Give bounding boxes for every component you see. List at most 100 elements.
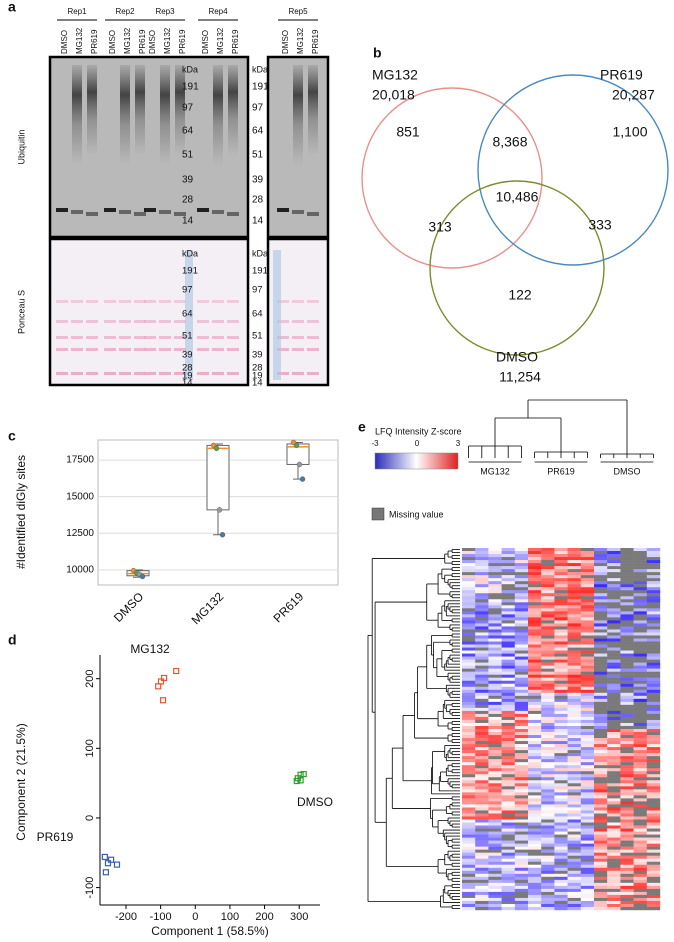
heatmap-cell <box>580 563 595 567</box>
heatmap-cell <box>594 713 608 718</box>
point <box>107 856 115 863</box>
heatmap-cell <box>514 569 529 573</box>
heatmap-cell <box>514 801 529 805</box>
heatmap-cell <box>646 777 661 781</box>
heatmap-cell <box>488 894 502 899</box>
ponceau-band <box>56 300 68 303</box>
heatmap-cell <box>607 551 621 555</box>
heatmap-cell <box>462 590 476 594</box>
heatmap-cell <box>528 635 542 639</box>
heatmap-cell <box>541 701 555 706</box>
heatmap-cell <box>607 704 621 709</box>
heatmap-cell <box>567 837 581 841</box>
heatmap-cell <box>594 786 608 790</box>
heatmap-cell <box>514 735 529 739</box>
heatmap-cell <box>528 581 542 585</box>
heatmap-cell <box>541 581 555 585</box>
lane-band <box>174 212 186 216</box>
heatmap-cell <box>607 888 621 893</box>
heatmap-cell <box>620 855 634 859</box>
heatmap-cell <box>646 686 661 690</box>
heatmap-cell <box>633 816 647 820</box>
heatmap-cell <box>528 596 542 600</box>
heatmap-cell <box>541 798 555 802</box>
heatmap-cell <box>567 698 581 703</box>
heatmap-cell <box>541 671 555 675</box>
heatmap-cell <box>580 828 595 832</box>
heatmap-cell <box>475 575 489 579</box>
heatmap-cell <box>488 629 502 633</box>
heatmap-cell <box>646 825 661 829</box>
heatmap-cell <box>580 662 595 666</box>
heatmap-cell <box>541 780 555 784</box>
heatmap-cell <box>501 834 515 838</box>
heatmap-cell <box>501 680 515 684</box>
heatmap-cell <box>514 849 529 853</box>
heatmap-cell <box>554 873 568 878</box>
heatmap-cell <box>514 638 529 642</box>
heatmap-cell <box>580 620 595 624</box>
heatmap-cell <box>607 774 621 778</box>
point <box>173 667 180 675</box>
lane-band <box>197 208 209 212</box>
heatmap-cell <box>514 747 529 751</box>
heatmap-cell <box>501 762 515 766</box>
set-name: MG132 <box>372 67 418 83</box>
heatmap-cell <box>462 599 476 603</box>
heatmap-cell <box>541 674 555 678</box>
heatmap-cell <box>501 753 515 757</box>
heatmap-cell <box>488 846 502 850</box>
heatmap-cell <box>528 735 542 739</box>
heatmap-cell <box>514 744 529 748</box>
heatmap-cell <box>488 572 502 576</box>
lane-smear <box>293 65 303 165</box>
heatmap-cell <box>633 695 647 700</box>
heatmap-cell <box>501 828 515 832</box>
ponceau-band <box>56 320 68 323</box>
heatmap-cell <box>475 689 489 693</box>
heatmap-cell <box>554 719 568 724</box>
heatmap-cell <box>541 659 555 663</box>
heatmap-cell <box>528 674 542 678</box>
ponceau-band <box>71 372 83 375</box>
heatmap-cell <box>646 719 661 724</box>
heatmap-cell <box>620 840 634 844</box>
heatmap-cell <box>541 584 555 588</box>
heatmap-cell <box>554 683 568 687</box>
heatmap-cell <box>620 707 634 712</box>
heatmap-cell <box>594 903 608 908</box>
heatmap-cell <box>462 566 476 570</box>
heatmap-cell <box>567 753 581 757</box>
heatmap-cell <box>594 837 608 841</box>
heatmap-cell <box>528 614 542 618</box>
ponceau-band <box>212 300 224 303</box>
heatmap-cell <box>514 729 529 733</box>
heatmap-cell <box>580 879 595 884</box>
heatmap-cell <box>594 725 608 730</box>
heatmap-cell <box>514 629 529 633</box>
heatmap-cell <box>475 719 489 724</box>
heatmap-cell <box>541 629 555 633</box>
heatmap-cell <box>514 698 529 703</box>
heatmap-cell <box>594 870 608 874</box>
heatmap-cell <box>620 780 634 784</box>
heatmap-cell <box>488 831 502 835</box>
heatmap-cell <box>475 641 489 645</box>
heatmap-cell <box>567 861 581 865</box>
heatmap-cell <box>514 789 529 793</box>
heatmap-cell <box>514 623 529 627</box>
heatmap-cell <box>528 828 542 832</box>
heatmap-cell <box>620 569 634 573</box>
heatmap-cell <box>488 719 502 724</box>
heatmap-cell <box>580 801 595 805</box>
heatmap-cell <box>462 716 476 721</box>
heatmap-cell <box>554 855 568 859</box>
heatmap-cell <box>528 837 542 841</box>
heatmap-cell <box>541 551 555 555</box>
heatmap-cell <box>541 626 555 630</box>
heatmap-cell <box>633 686 647 690</box>
heatmap-cell <box>488 825 502 829</box>
heatmap-cell <box>607 626 621 630</box>
heatmap-cell <box>475 753 489 757</box>
heatmap-cell <box>462 713 476 718</box>
